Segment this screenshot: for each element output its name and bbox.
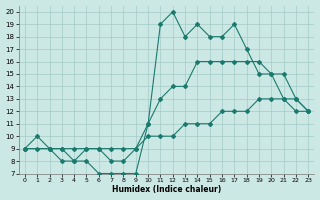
X-axis label: Humidex (Indice chaleur): Humidex (Indice chaleur) (112, 185, 221, 194)
